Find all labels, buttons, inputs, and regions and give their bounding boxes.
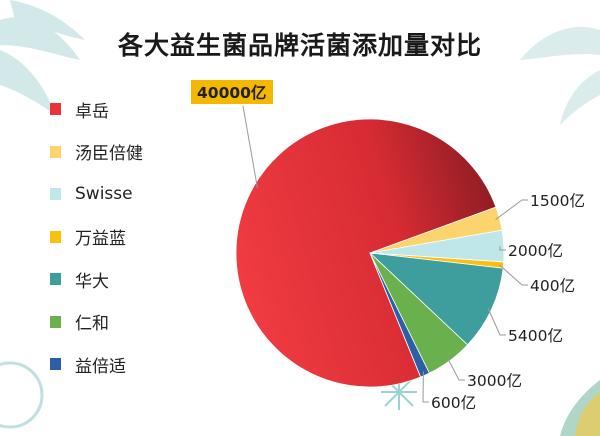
highlight-label-box: [191, 80, 273, 104]
legend-item[interactable]: 万益蓝: [50, 216, 143, 259]
legend-swatch: [50, 145, 61, 158]
leader-line: [422, 371, 429, 403]
legend-item[interactable]: 汤臣倍健: [50, 131, 143, 174]
legend-swatch: [50, 103, 61, 116]
legend-swatch: [50, 273, 61, 286]
legend-swatch: [50, 230, 61, 243]
legend-label: 万益蓝: [75, 229, 126, 250]
legend-label: 卓岳: [75, 101, 109, 122]
legend-swatch: [50, 315, 61, 328]
chart-title: 各大益生菌品牌活菌添加量对比: [117, 31, 482, 60]
legend-item[interactable]: 益倍适: [50, 343, 143, 386]
pie-slice[interactable]: [368, 252, 504, 346]
leader-line: [446, 357, 465, 381]
data-label: 40000亿: [197, 83, 266, 102]
legend-label: 华大: [75, 271, 109, 292]
legend-swatch: [50, 358, 61, 371]
legend-label: 益倍适: [75, 356, 126, 377]
leader-line: [242, 105, 258, 189]
leader-line: [487, 307, 506, 336]
legend-item[interactable]: Swisse: [50, 173, 143, 216]
data-label: 2000亿: [508, 242, 563, 260]
data-label: 600亿: [431, 394, 476, 412]
data-label: 5400亿: [508, 327, 563, 345]
data-label: 3000亿: [467, 372, 522, 390]
chart-legend: 卓岳汤臣倍健 Swisse 万益蓝华大仁和益倍适: [50, 88, 143, 386]
leader-line: [495, 199, 528, 220]
data-label: 400亿: [530, 277, 575, 295]
legend-label: 仁和: [75, 314, 109, 335]
legend-label: 汤臣倍健: [75, 144, 143, 165]
pie-slice[interactable]: [235, 118, 497, 388]
leader-line: [499, 264, 528, 286]
legend-swatch: [50, 188, 61, 201]
legend-item[interactable]: 仁和: [50, 301, 143, 344]
legend-label: Swisse: [75, 184, 133, 205]
pie-slice[interactable]: [369, 252, 430, 378]
legend-item[interactable]: 卓岳: [50, 88, 143, 131]
leader-line: [499, 246, 506, 251]
data-label: 1500亿: [530, 192, 585, 210]
legend-item[interactable]: 华大: [50, 258, 143, 301]
